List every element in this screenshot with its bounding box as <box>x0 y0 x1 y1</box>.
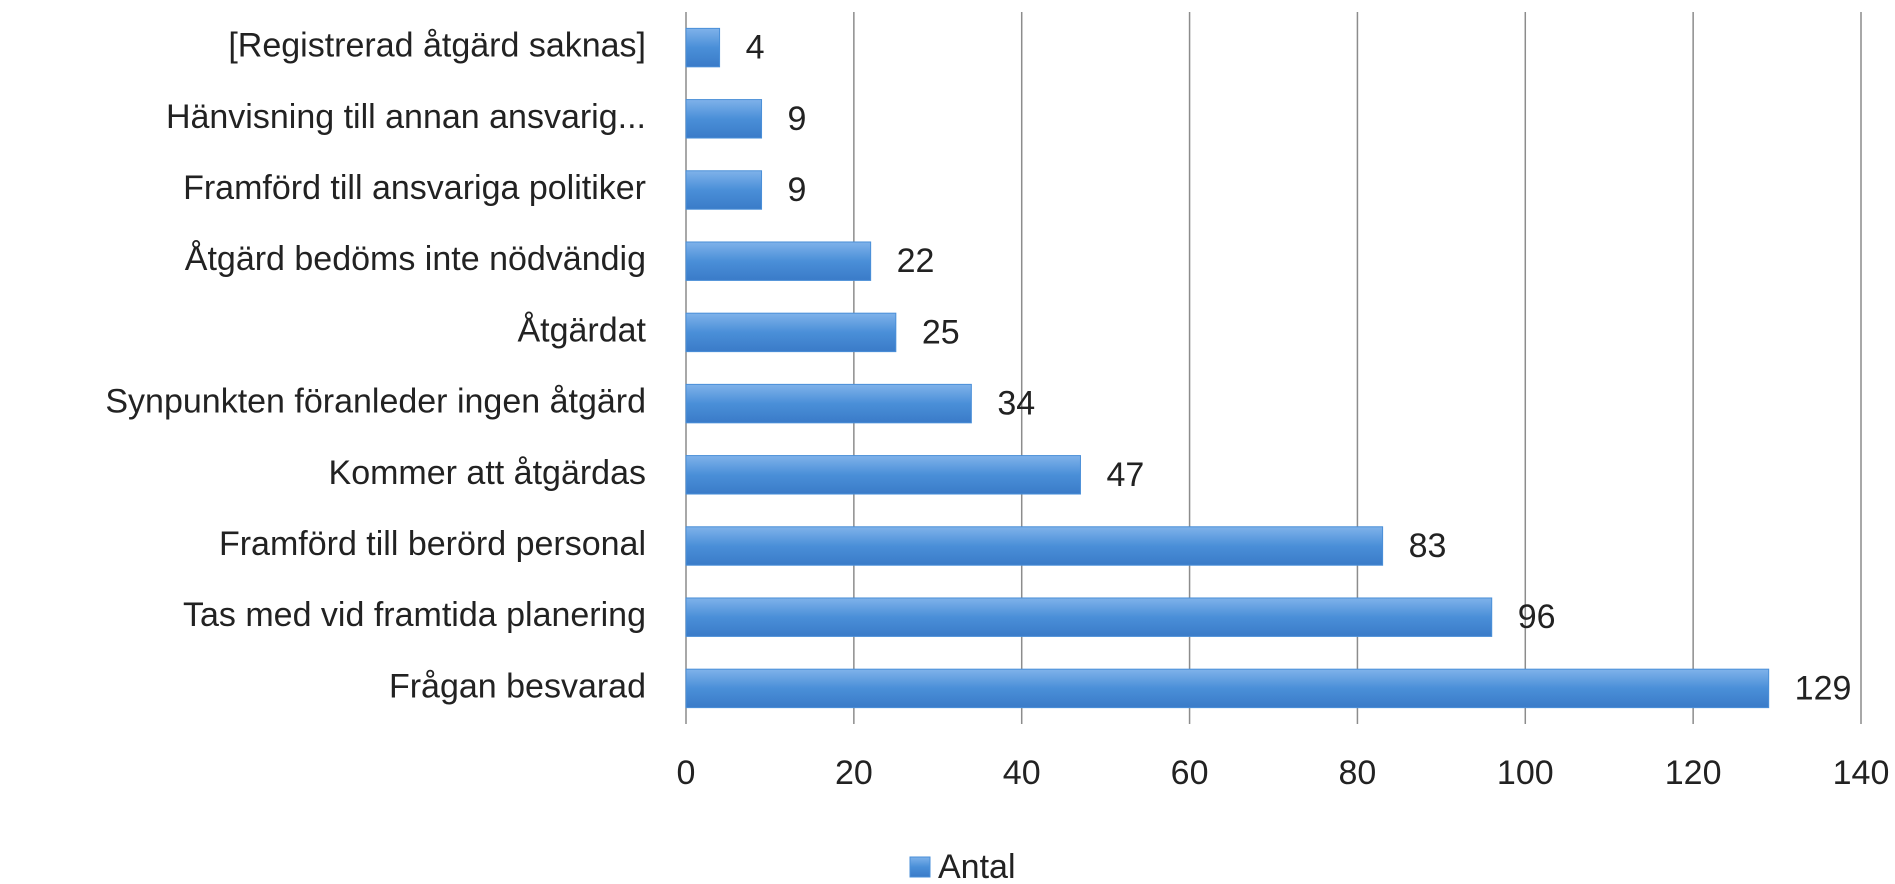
y-tick-label: Kommer att åtgärdas <box>329 454 646 492</box>
value-label: 129 <box>1795 669 1852 707</box>
x-tick-label: 60 <box>1171 754 1209 792</box>
bar <box>685 241 872 281</box>
bar <box>685 170 763 210</box>
bar <box>685 668 1770 709</box>
bar <box>685 27 721 68</box>
y-tick-label: Hänvisning till annan ansvarig... <box>166 98 646 136</box>
bar <box>685 383 972 424</box>
x-tick-label: 120 <box>1665 754 1722 792</box>
legend-label: Antal <box>938 848 1016 884</box>
value-label: 4 <box>746 29 765 67</box>
y-tick-label: Synpunkten föranleder ingen åtgärd <box>105 383 646 421</box>
value-label: 25 <box>922 313 960 351</box>
x-tick-label: 140 <box>1833 754 1890 792</box>
x-tick-label: 80 <box>1339 754 1377 792</box>
bar <box>685 312 897 353</box>
value-label: 9 <box>788 100 807 138</box>
y-tick-label: Framförd till ansvariga politiker <box>183 169 646 207</box>
value-label: 47 <box>1106 456 1144 494</box>
bar <box>685 99 763 139</box>
x-tick-label: 0 <box>677 754 696 792</box>
y-tick-label: Åtgärd bedöms inte nödvändig <box>185 240 646 278</box>
y-tick-label: Frågan besvarad <box>389 667 646 705</box>
x-tick-label: 100 <box>1497 754 1554 792</box>
value-label: 9 <box>788 171 807 209</box>
y-tick-label: Framförd till berörd personal <box>219 525 646 563</box>
y-tick-label: [Registrerad åtgärd saknas] <box>228 27 646 65</box>
bar <box>685 526 1384 566</box>
value-label: 22 <box>897 242 935 280</box>
x-tick-label: 20 <box>835 754 873 792</box>
y-tick-label: Tas med vid framtida planering <box>183 596 646 634</box>
y-tick-label: Åtgärdat <box>517 311 646 349</box>
legend-swatch <box>909 856 931 878</box>
bar <box>685 597 1493 637</box>
value-label: 83 <box>1409 527 1447 565</box>
bar <box>685 455 1081 495</box>
x-tick-label: 40 <box>1003 754 1041 792</box>
value-label: 34 <box>997 385 1035 423</box>
value-label: 96 <box>1518 598 1556 636</box>
